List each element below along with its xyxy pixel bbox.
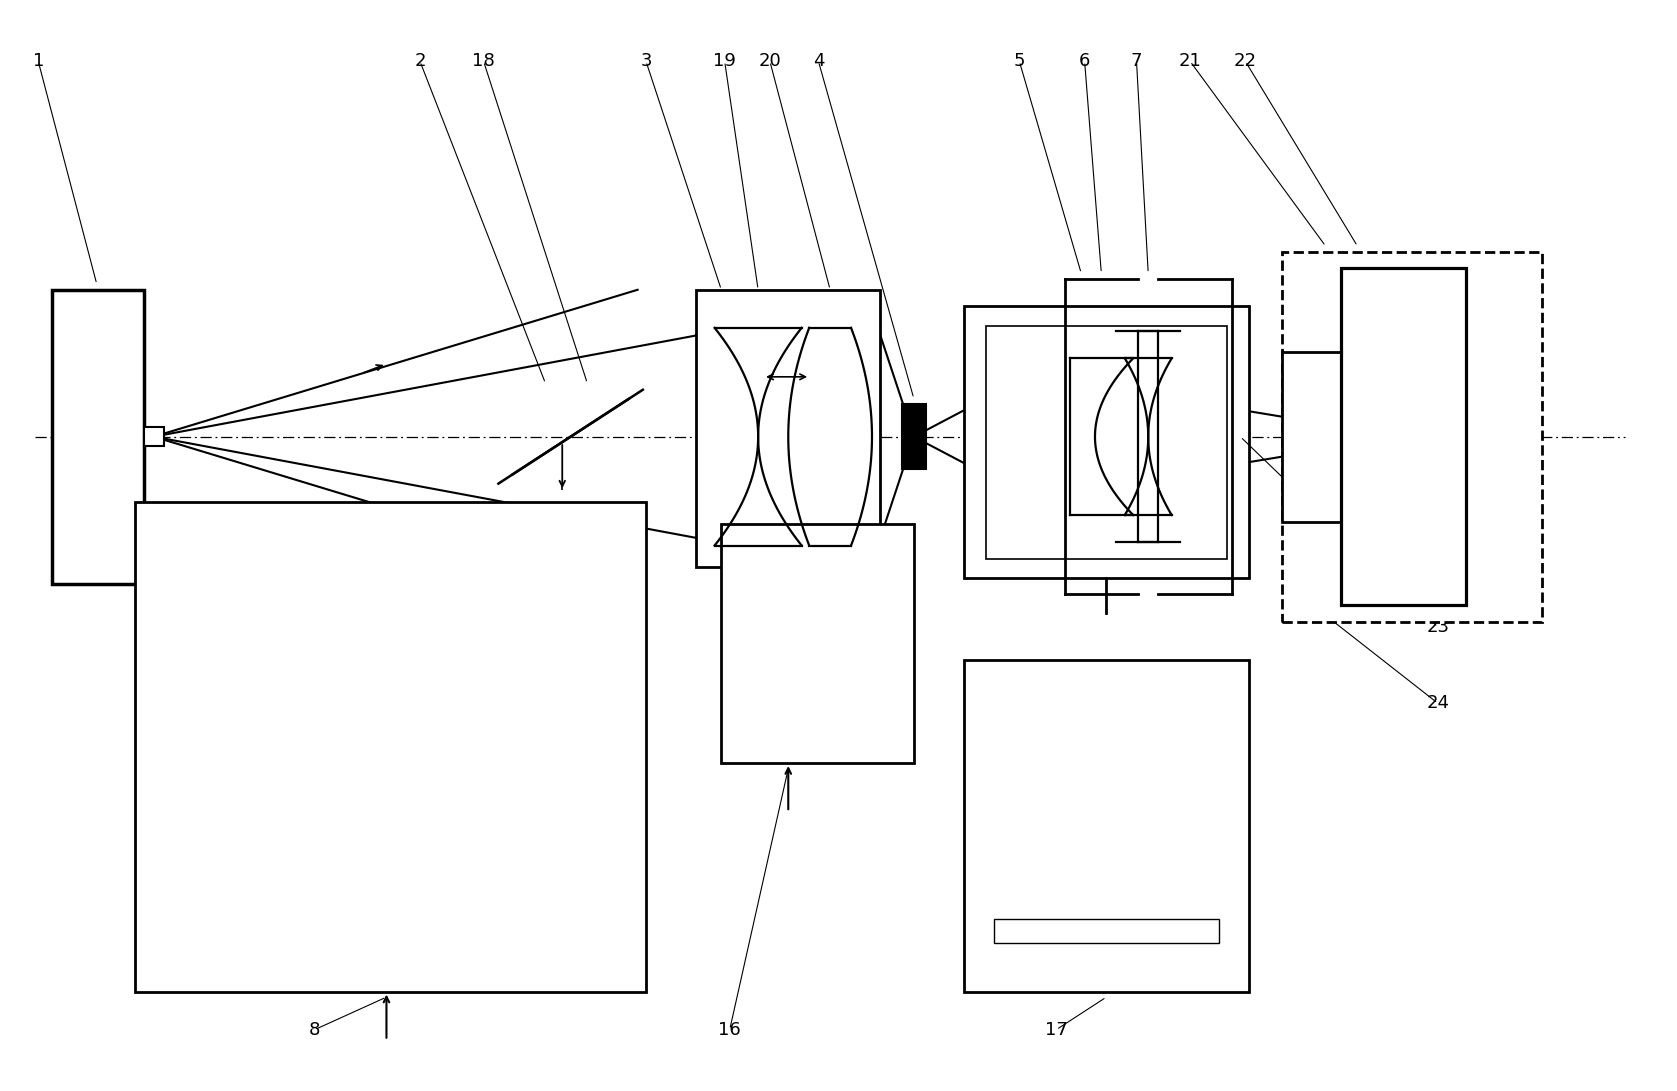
- Bar: [721, 524, 914, 763]
- Bar: [136, 502, 646, 992]
- Text: 19: 19: [713, 52, 736, 70]
- Text: 17: 17: [1045, 1021, 1068, 1039]
- Text: 4: 4: [813, 52, 823, 70]
- Text: 1: 1: [32, 52, 44, 70]
- Text: 23: 23: [1427, 619, 1449, 636]
- Text: 24: 24: [1427, 694, 1449, 712]
- Bar: [1283, 351, 1368, 521]
- Text: 2: 2: [414, 52, 426, 70]
- Bar: [986, 326, 1228, 559]
- Text: 16: 16: [718, 1021, 741, 1039]
- Text: 7: 7: [1130, 52, 1142, 70]
- Text: 6: 6: [1078, 52, 1090, 70]
- Bar: [696, 290, 880, 567]
- Bar: [994, 919, 1219, 943]
- Bar: [902, 404, 926, 469]
- Bar: [52, 290, 144, 584]
- Bar: [1283, 252, 1541, 622]
- Text: 5: 5: [1013, 52, 1025, 70]
- Text: 3: 3: [641, 52, 652, 70]
- Bar: [144, 427, 164, 446]
- Text: 18: 18: [473, 52, 495, 70]
- Bar: [1342, 268, 1466, 606]
- Bar: [964, 307, 1249, 578]
- Text: 8: 8: [309, 1021, 320, 1039]
- Text: 21: 21: [1179, 52, 1201, 70]
- Bar: [964, 660, 1249, 992]
- Text: 22: 22: [1234, 52, 1256, 70]
- Text: 20: 20: [758, 52, 781, 70]
